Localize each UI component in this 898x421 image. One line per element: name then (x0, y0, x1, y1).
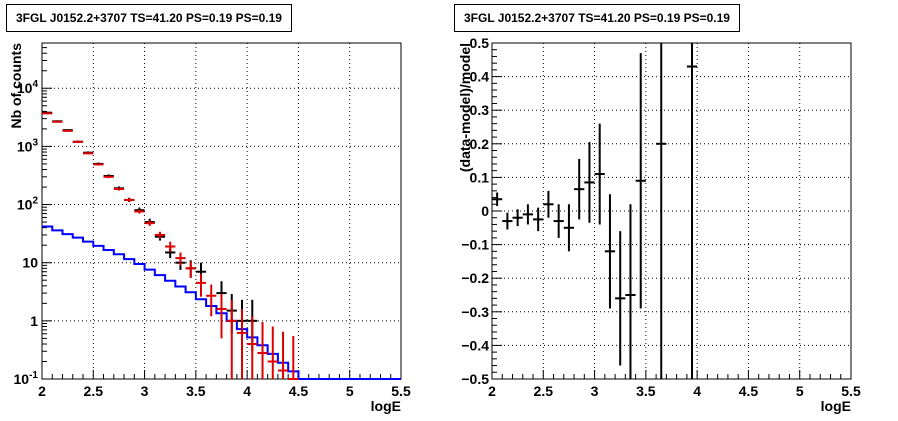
y-tick-label: 0 (481, 203, 489, 219)
y-tick-label: −0.1 (461, 237, 489, 253)
residual-point (512, 209, 523, 227)
data-point-red (42, 112, 53, 115)
x-tick-label: 5 (796, 383, 804, 399)
x-tick-label: 5.5 (841, 383, 861, 399)
y-tick-label: 0.5 (470, 35, 490, 51)
data-point-red (134, 209, 145, 214)
residual-point (533, 207, 544, 232)
data-point-red (62, 129, 73, 132)
plot-frame (41, 42, 402, 380)
x-axis-label: logE (821, 398, 851, 414)
residual-point (543, 190, 554, 218)
residual-point (615, 231, 626, 366)
residual-point (656, 43, 667, 379)
y-tick-label: −0.3 (461, 304, 489, 320)
x-tick-label: 4 (243, 383, 251, 399)
data-point-red (165, 241, 176, 252)
data-point-red (113, 187, 125, 191)
data-point-red (277, 331, 289, 379)
y-tick-label: −0.2 (461, 270, 489, 286)
x-tick-label: 5.5 (391, 383, 411, 399)
y-tick-label: 103 (17, 137, 39, 154)
y-tick-label: 1 (30, 313, 38, 329)
x-axis-label: logE (371, 398, 401, 414)
y-tick-label: 102 (17, 196, 39, 213)
residual-point (522, 204, 534, 225)
y-tick-label: 0.4 (470, 69, 490, 85)
y-tick-label: 0.3 (470, 102, 490, 118)
left-chart-title: 3FGL J0152.2+3707 TS=41.20 PS=0.19 PS=0.… (6, 4, 292, 32)
data-point-red (52, 120, 63, 123)
y-axis-label: (data-model)/model (457, 43, 473, 172)
x-tick-label: 3.5 (636, 383, 656, 399)
data-point-red (236, 308, 248, 379)
data-point-red (124, 198, 135, 202)
residual-point (574, 158, 585, 220)
residual-point (635, 53, 646, 309)
data-point-red (267, 326, 278, 379)
y-tick-label: 104 (17, 79, 39, 96)
residual-point (625, 204, 636, 379)
residual-point (563, 204, 575, 252)
x-tick-label: 2.5 (534, 383, 554, 399)
data-point-red (154, 231, 166, 239)
x-tick-label: 3.5 (186, 383, 206, 399)
data-point-red (175, 252, 186, 266)
data-point-red (206, 284, 217, 317)
residual-point (553, 204, 564, 238)
x-tick-label: 4.5 (289, 383, 309, 399)
data-point-red (195, 273, 207, 297)
data-point-red (288, 335, 299, 380)
data-point-red (83, 152, 94, 155)
data-point-red (216, 293, 227, 339)
data-point-red (93, 163, 104, 166)
y-tick-label: 10-1 (14, 370, 39, 387)
residual-point (686, 43, 698, 379)
residual-point (502, 212, 513, 230)
residual-point (584, 142, 595, 223)
x-tick-label: 2 (488, 383, 496, 399)
data-point-red (185, 261, 196, 278)
x-tick-label: 3 (591, 383, 599, 399)
data-point-red (257, 322, 268, 379)
counts-histogram-plot: 2 2.5 3 3.5 4 4.5 5 5.5 10-1 1 10 102 103 104 logE Nb o… (8, 42, 411, 414)
y-tick-label: 0.1 (470, 169, 490, 185)
y-tick-label: −0.4 (461, 337, 489, 353)
x-tick-label: 2.5 (84, 383, 104, 399)
y-tick-label: −0.5 (461, 371, 489, 387)
x-tick-label: 5 (346, 383, 354, 399)
y-tick-label: 0.2 (470, 136, 490, 152)
x-tick-label: 4.5 (739, 383, 759, 399)
data-point-red (103, 175, 114, 179)
data-point-red (72, 140, 84, 143)
right-chart-title: 3FGL J0152.2+3707 TS=41.20 PS=0.19 PS=0.… (454, 4, 740, 32)
x-tick-label: 2 (38, 383, 46, 399)
residual-point (492, 192, 503, 206)
data-point-red (144, 220, 155, 226)
data-point-red (247, 316, 258, 379)
plot-frame (491, 42, 852, 380)
x-tick-label: 3 (141, 383, 149, 399)
residuals-plot: 2 2.5 3 3.5 4 4.5 5 5.5 −0.5 −0.4 −0.3 −0.2 −0.1 0 0.1… (457, 35, 861, 414)
x-tick-label: 4 (693, 383, 701, 399)
residual-point (594, 123, 605, 225)
y-tick-label: 10 (22, 255, 38, 271)
model-histogram-line (42, 225, 401, 380)
y-axis-label: Nb of counts (8, 43, 24, 129)
data-point-red (226, 299, 237, 379)
residual-point (604, 194, 616, 309)
